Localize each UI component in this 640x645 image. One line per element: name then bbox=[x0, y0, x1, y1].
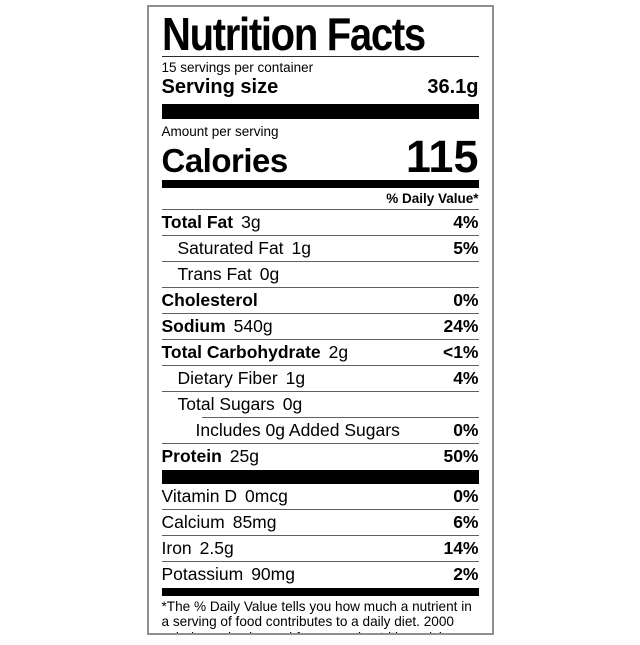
nutrition-facts-label: Nutrition Facts 15 servings per containe… bbox=[146, 5, 494, 635]
amount-per-serving-label: Amount per serving bbox=[161, 124, 279, 139]
nutrient-name: Sodium bbox=[161, 316, 226, 336]
nutrient-row: Dietary Fiber 1g 4% bbox=[161, 366, 479, 392]
nutrient-row: Sodium 540g 24% bbox=[161, 314, 479, 340]
daily-value-header: % Daily Value* bbox=[161, 188, 479, 210]
thick-separator-bar-vitamins bbox=[161, 470, 479, 484]
nutrient-amount: 0g bbox=[259, 264, 280, 284]
nutrient-daily-value: 0% bbox=[453, 290, 479, 310]
nutrient-daily-value: 4% bbox=[453, 368, 479, 388]
vitamins-section: Vitamin D 0mcg 0% Calcium 85mg 6% Iron 2… bbox=[161, 484, 479, 588]
nutrient-amount: 25g bbox=[229, 446, 259, 466]
nutrient-daily-value: 2% bbox=[453, 564, 479, 584]
nutrient-amount: 85mg bbox=[232, 512, 277, 532]
nutrient-name: Includes 0g Added Sugars bbox=[195, 420, 400, 440]
nutrient-amount: 2.5g bbox=[199, 538, 234, 558]
servings-per-container: 15 servings per container bbox=[161, 60, 314, 75]
calories-label: Calories bbox=[161, 142, 289, 179]
nutrient-name: Protein bbox=[161, 446, 222, 466]
nutrient-daily-value: 6% bbox=[453, 512, 479, 532]
vitamin-row: Calcium 85mg 6% bbox=[161, 510, 479, 536]
calories-row: Calories 115 bbox=[161, 131, 479, 182]
nutrient-name: Calcium bbox=[161, 512, 225, 532]
nutrient-row: Saturated Fat 1g 5% bbox=[161, 236, 479, 262]
nutrient-amount: 1g bbox=[285, 368, 306, 388]
vitamin-row: Iron 2.5g 14% bbox=[161, 536, 479, 562]
nutrient-row: Total Carbohydrate 2g <1% bbox=[161, 340, 479, 366]
nutrients-section: Total Fat 3g 4% Saturated Fat 1g 5% Tran… bbox=[161, 210, 479, 470]
nutrient-name: Total Sugars bbox=[177, 394, 275, 414]
title-divider bbox=[161, 56, 479, 57]
nutrient-daily-value: 4% bbox=[453, 212, 479, 232]
nutrient-row: Total Sugars 0g bbox=[162, 392, 479, 418]
calories-value: 115 bbox=[405, 131, 479, 182]
nutrient-daily-value: 14% bbox=[443, 538, 479, 558]
nutrient-row: Total Fat 3g 4% bbox=[161, 210, 479, 236]
nutrient-amount: 90mg bbox=[251, 564, 295, 584]
nutrient-daily-value: 0% bbox=[453, 486, 479, 506]
nutrient-amount: 0mcg bbox=[245, 486, 288, 506]
nutrient-name: Saturated Fat bbox=[177, 238, 284, 258]
nutrient-name: Dietary Fiber bbox=[177, 368, 278, 388]
nutrient-daily-value: 50% bbox=[443, 446, 479, 466]
nutrient-name: Vitamin D bbox=[161, 486, 238, 506]
nutrient-daily-value: 24% bbox=[443, 316, 479, 336]
nutrient-amount: 540g bbox=[233, 316, 273, 336]
nutrient-daily-value: <1% bbox=[442, 342, 479, 362]
serving-size-label: Serving size bbox=[161, 76, 279, 98]
nutrient-amount: 1g bbox=[291, 238, 312, 258]
serving-size-row: Serving size 36.1g bbox=[162, 75, 479, 104]
nutrient-row: Trans Fat 0g bbox=[161, 262, 479, 288]
medium-separator-bar-footnote bbox=[161, 588, 479, 596]
vitamin-row: Vitamin D 0mcg 0% bbox=[161, 484, 479, 510]
nutrient-amount: 2g bbox=[328, 342, 349, 362]
serving-size-value: 36.1g bbox=[427, 76, 479, 98]
thick-separator-bar-top bbox=[161, 104, 479, 119]
nutrient-row: Cholesterol 0% bbox=[161, 288, 479, 314]
nutrient-daily-value: 0% bbox=[453, 420, 479, 440]
nutrient-name: Total Carbohydrate bbox=[161, 342, 321, 362]
nutrient-name: Potassium bbox=[161, 564, 244, 584]
nutrient-name: Total Fat bbox=[161, 212, 234, 232]
vitamin-row: Potassium 90mg 2% bbox=[162, 562, 479, 588]
label-title: Nutrition Facts bbox=[161, 8, 426, 60]
nutrient-amount: 3g bbox=[241, 212, 261, 232]
nutrient-amount: 0g bbox=[282, 394, 303, 414]
nutrient-row: Protein 25g 50% bbox=[162, 444, 479, 470]
daily-value-footnote: *The % Daily Value tells you how much a … bbox=[161, 599, 472, 633]
nutrient-row: Includes 0g Added Sugars 0% bbox=[161, 418, 479, 444]
nutrient-name: Trans Fat bbox=[177, 264, 252, 284]
medium-separator-bar-calories bbox=[161, 180, 479, 188]
nutrient-name: Iron bbox=[161, 538, 192, 558]
nutrient-name: Cholesterol bbox=[161, 290, 258, 310]
nutrient-daily-value: 5% bbox=[453, 238, 479, 258]
